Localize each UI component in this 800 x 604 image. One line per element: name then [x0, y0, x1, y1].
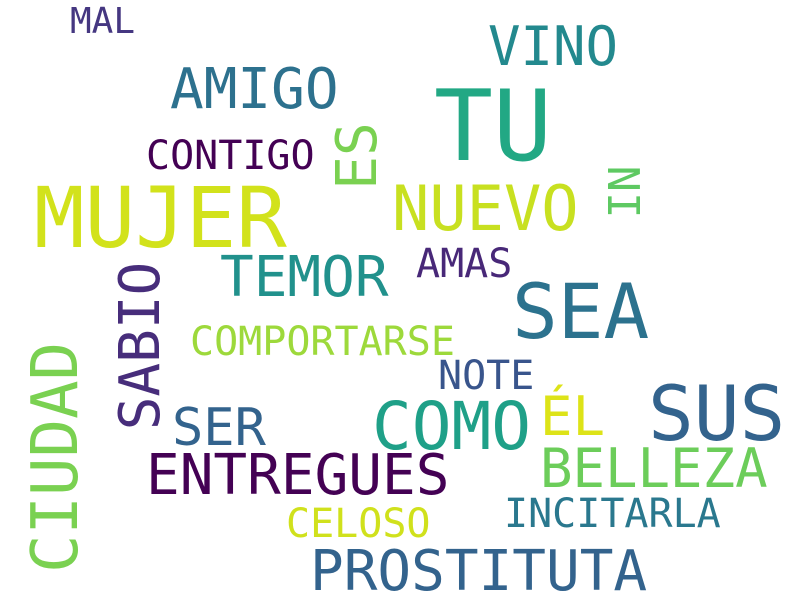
word-comportarse: COMPORTARSE — [190, 319, 455, 365]
word-es: ES — [325, 122, 390, 190]
word-como: COMO — [372, 388, 531, 465]
word-incitarla: INCITARLA — [504, 491, 721, 537]
word-ni: NI — [597, 165, 648, 219]
word-prostituta: PROSTITUTA — [310, 539, 648, 604]
word-ciudad: CIUDAD — [19, 341, 93, 573]
word-amas: AMAS — [416, 241, 513, 287]
word-sus: SUS — [648, 369, 786, 458]
word-tu: TU — [434, 70, 553, 184]
word-note: NOTE — [438, 353, 535, 399]
word-ser: SER — [172, 398, 266, 458]
word-celoso: CELOSO — [286, 501, 431, 547]
word-contigo: CONTIGO — [146, 133, 315, 179]
word-entregues: ENTREGUES — [146, 443, 450, 508]
word-belleza: BELLEZA — [540, 437, 768, 500]
word-nuevo: NUEVO — [392, 172, 579, 245]
word-sea: SEA — [512, 267, 650, 356]
word-vino: VINO — [488, 15, 619, 78]
word-amigo: AMIGO — [170, 57, 339, 122]
word-sabio: SABIO — [108, 261, 173, 431]
word-mal: MAL — [70, 1, 136, 42]
word-temor: TEMOR — [220, 245, 389, 310]
word-mujer: MUJER — [34, 169, 287, 267]
word-el: ÉL — [540, 385, 606, 448]
